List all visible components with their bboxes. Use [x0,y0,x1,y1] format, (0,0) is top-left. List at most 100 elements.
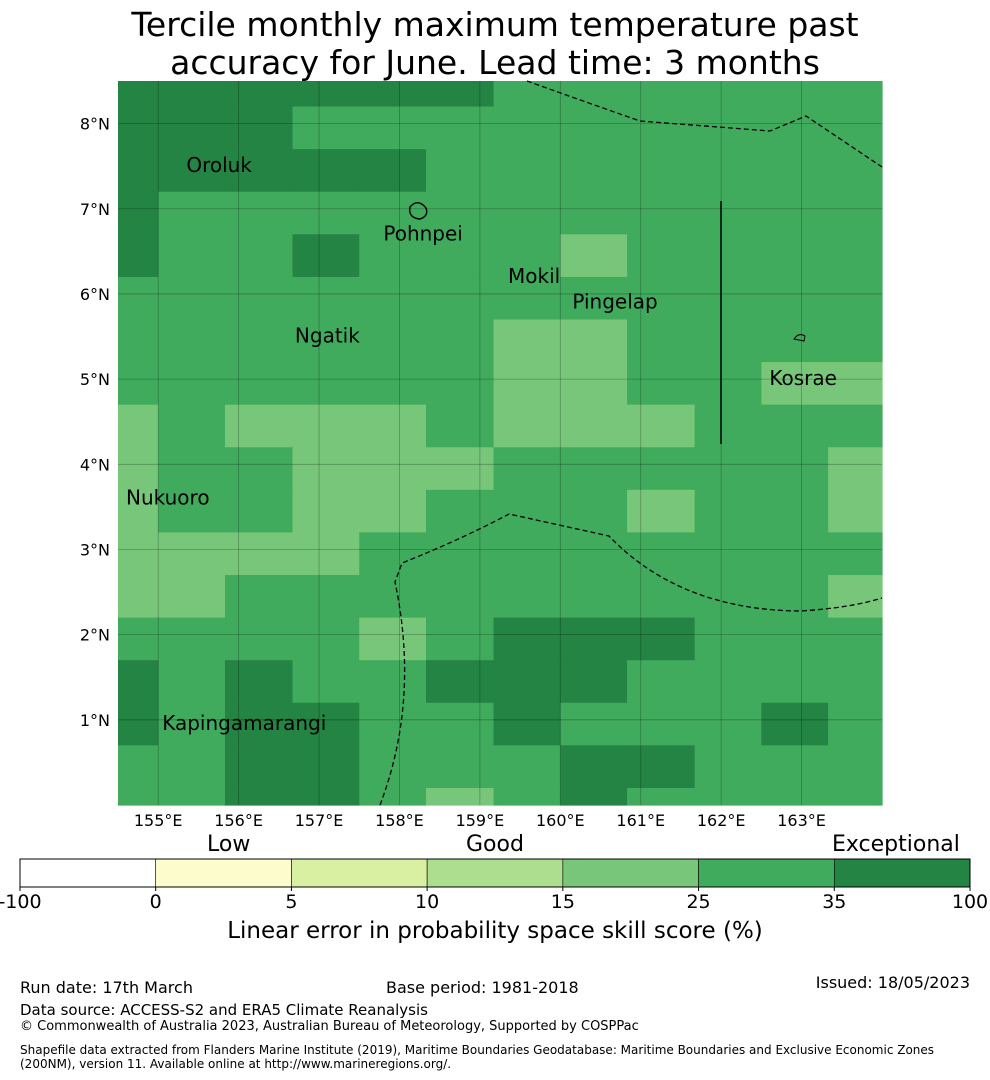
skill-cell [761,149,829,193]
colorbar-tick-label: 10 [415,891,439,913]
skill-cell [118,660,159,704]
lon-tick-label: 162°E [697,811,746,830]
skill-cell [560,149,628,193]
skill-cell [158,191,226,235]
skill-cell [694,81,762,108]
colorbar-segment [155,858,292,888]
issued-date: Issued: 18/05/2023 [815,973,970,992]
colorbar-tick-label: 25 [686,891,710,913]
lon-tick-label: 161°E [616,811,665,830]
skill-cell [224,745,294,789]
skill-cell [426,276,495,321]
skill-cell [224,404,294,448]
skill-cell [292,319,360,363]
skill-cell [292,787,360,806]
skill-cell [694,362,762,406]
colorbar-segment [698,858,835,888]
skill-cell [560,532,628,576]
colorbar-segment [562,858,699,888]
place-label: Pingelap [572,289,657,313]
skill-cell [359,404,427,448]
skill-cell [560,617,628,661]
skill-cell [224,660,294,704]
colorbar-segment [19,858,157,888]
colorbar-tick-label: 100 [952,891,988,913]
place-labels: Oroluk Pohnpei Mokil Pingelap Ngatik Kosrae Nu… [126,153,837,735]
skill-cell [694,787,762,806]
skill-cell [426,234,495,278]
skill-cell [828,404,883,448]
skill-cell [426,447,495,491]
colorbar-tick-label: -100 [0,891,42,913]
skill-cell [493,106,561,150]
colorbar: -100 0 5 10 15 25 35 100 [0,858,988,913]
skill-cell [292,362,360,406]
skill-cell [224,149,294,193]
skill-cell [158,106,226,150]
skill-cell [493,617,561,661]
skill-cell [493,319,561,363]
skill-cell [292,106,360,150]
skill-cell [158,745,226,789]
skill-cell [118,575,159,619]
skill-cell [224,489,294,534]
skill-cell [761,319,829,363]
skill-cell [426,81,495,108]
skill-cell [493,404,561,448]
skill-cell [627,319,696,363]
skill-cell [224,81,294,108]
skill-cell [158,489,226,534]
skill-cell [158,149,226,193]
skill-cell [694,617,762,661]
skill-cell [828,660,883,704]
place-label: Kapingamarangi [162,711,326,735]
skill-cell [828,447,883,491]
skill-cell [627,532,696,576]
skill-cell [426,617,495,661]
skill-cell [493,702,561,746]
skill-cell [426,532,495,576]
skill-cell [828,532,883,576]
skill-cell [359,149,427,193]
colorbar-tick-label: 15 [551,891,575,913]
skill-cell [426,149,495,193]
skill-cell [560,81,628,108]
skill-cell [828,787,883,806]
lat-tick-label: 2°N [80,626,110,645]
lon-tick-label: 163°E [777,811,826,830]
lat-tick-label: 6°N [80,285,110,304]
skill-cell [493,149,561,193]
skill-cell [493,191,561,235]
kosrae-island-outline [793,334,806,342]
skill-cell [694,191,762,235]
skill-cell [560,489,628,534]
skill-cell [158,319,226,363]
skill-cell [627,617,696,661]
skill-cell [560,575,628,619]
run-date: Run date: 17th March [20,978,193,997]
skill-cell [694,234,762,278]
skill-cell [359,191,427,235]
skill-cell [828,745,883,789]
shapefile-credit-line-1: Shapefile data extracted from Flanders M… [20,1043,935,1057]
skill-cell [761,575,829,619]
skill-cell [224,319,294,363]
skill-cell [627,106,696,150]
skill-cell [761,787,829,806]
skill-cell [224,702,294,746]
skill-cell [224,362,294,406]
skill-cell [359,532,427,576]
island-outlines [409,202,806,342]
skill-cell [828,575,883,619]
skill-cell [118,404,159,448]
skill-cell [292,575,360,619]
skill-cell [694,447,762,491]
skill-cell [828,191,883,235]
skill-cell [560,362,628,406]
skill-cell [828,106,883,150]
skill-cell [158,234,226,278]
skill-cell [761,81,829,108]
skill-cell [359,702,427,746]
skill-cell [560,234,628,278]
skill-cell [292,149,360,193]
